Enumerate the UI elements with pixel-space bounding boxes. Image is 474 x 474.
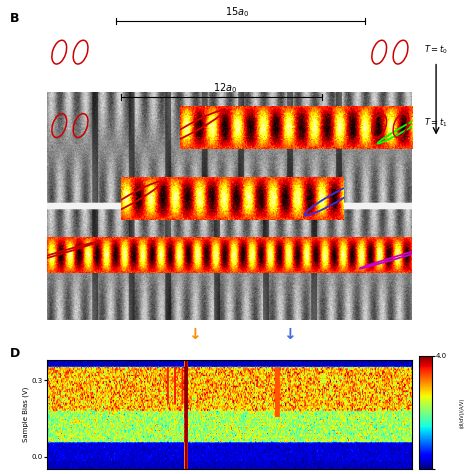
Text: $15a_0$: $15a_0$ — [225, 5, 249, 19]
Text: $T = t_0$: $T = t_0$ — [424, 44, 448, 56]
Text: ↓: ↓ — [283, 327, 295, 342]
Text: $12a_0$: $12a_0$ — [213, 81, 237, 95]
Text: $T = t_1$: $T = t_1$ — [424, 117, 448, 129]
Text: ↓: ↓ — [188, 327, 201, 342]
Text: B: B — [9, 12, 19, 25]
Y-axis label: Sample Bias (V): Sample Bias (V) — [23, 387, 29, 442]
Text: (dI/dV)/(A/V): (dI/dV)/(A/V) — [460, 397, 465, 428]
Text: D: D — [9, 347, 20, 360]
